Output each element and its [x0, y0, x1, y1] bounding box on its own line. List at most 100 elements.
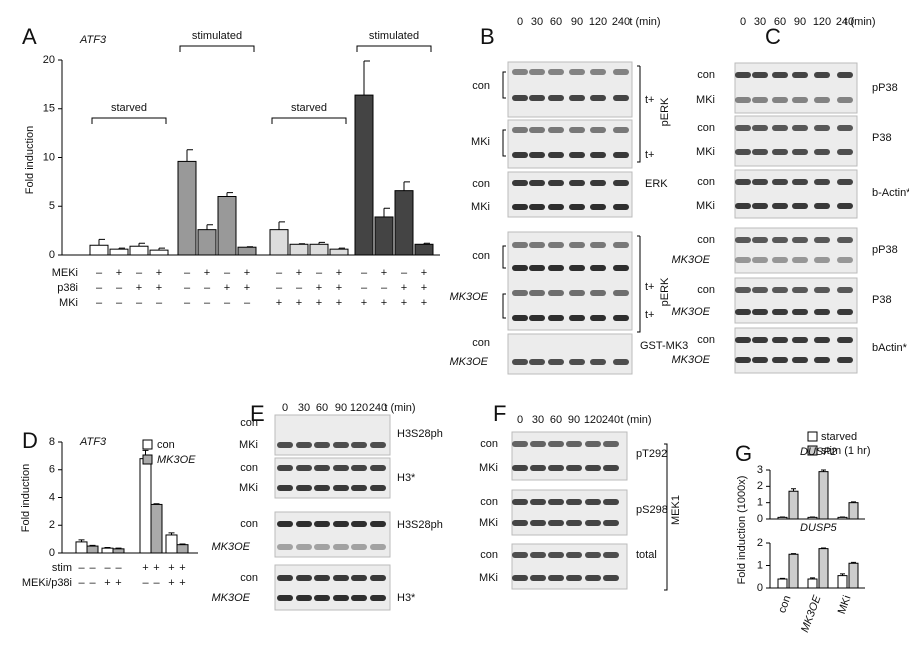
condition-sign: +	[336, 282, 342, 294]
time-label: 0	[282, 402, 288, 414]
blot-band	[548, 359, 564, 365]
legend-swatch	[142, 454, 153, 465]
blot-band	[792, 125, 808, 131]
row-label: MKi	[471, 201, 490, 213]
blot-band	[548, 441, 564, 447]
antibody-label: H3*	[397, 472, 416, 484]
blot-band	[814, 72, 830, 78]
row-label: MKi	[239, 439, 258, 451]
blot-strip	[734, 62, 858, 114]
error-bar	[168, 532, 175, 535]
error-bar	[104, 546, 111, 549]
blot-band	[566, 552, 582, 558]
bar	[197, 229, 217, 256]
bar	[237, 246, 257, 256]
blot-band	[277, 465, 293, 471]
y-tick-label: 0	[757, 582, 763, 594]
y-tick-label: 0	[49, 547, 55, 559]
blot-band	[752, 237, 768, 243]
bar	[837, 575, 848, 589]
row-label: MKi	[471, 136, 490, 148]
blot-band	[752, 257, 768, 263]
blot-band	[569, 204, 585, 210]
condition-sign: +	[401, 297, 407, 309]
blot-band	[569, 315, 585, 321]
blot-band	[569, 242, 585, 248]
blot-band	[814, 257, 830, 263]
y-tick-label: 6	[49, 464, 55, 476]
condition-sign: –	[316, 267, 323, 279]
blot-band	[837, 179, 853, 185]
side-label: MEK1	[670, 495, 682, 525]
blot-band	[590, 359, 606, 365]
condition-sign: –	[184, 297, 191, 309]
condition-sign: +	[316, 282, 322, 294]
blot-band	[314, 485, 330, 491]
blot-strip	[511, 431, 628, 481]
time-label: 240	[602, 414, 620, 426]
time-label: 60	[774, 16, 786, 28]
time-label: 30	[754, 16, 766, 28]
error-bar	[791, 488, 796, 492]
condition-sign: –	[184, 267, 191, 279]
blot-band	[351, 442, 367, 448]
condition-sign: –	[153, 577, 160, 589]
blot-band	[529, 127, 545, 133]
condition-sign: –	[276, 267, 283, 279]
blot-band	[512, 290, 528, 296]
blot-band	[792, 179, 808, 185]
condition-sign: –	[142, 577, 149, 589]
blot-band	[772, 257, 788, 263]
blot-band	[512, 520, 528, 526]
blot-band	[569, 359, 585, 365]
blot-strip	[734, 227, 858, 274]
antibody-label: H3S28ph	[397, 428, 443, 440]
bracket	[664, 443, 668, 591]
blot-band	[277, 442, 293, 448]
blot-band	[792, 257, 808, 263]
x-tick-label: con	[776, 594, 793, 615]
blot-band	[837, 125, 853, 131]
condition-sign: +	[168, 562, 174, 574]
blot-band	[370, 485, 386, 491]
row-label: MKi	[479, 517, 498, 529]
blot-band	[530, 499, 546, 505]
time-label: 30	[531, 16, 543, 28]
blot-band	[752, 287, 768, 293]
blot-band	[772, 337, 788, 343]
blot-band	[814, 287, 830, 293]
legend-swatch	[142, 439, 153, 450]
bar	[149, 249, 169, 256]
blot-band	[529, 265, 545, 271]
error-bar	[78, 539, 85, 542]
error-bar	[278, 221, 285, 230]
blot-band	[613, 242, 629, 248]
condition-sign: +	[244, 267, 250, 279]
condition-sign: –	[224, 297, 231, 309]
row-label: con	[240, 462, 258, 474]
error-bar	[98, 238, 105, 246]
condition-sign: –	[89, 577, 96, 589]
error-bar	[118, 247, 125, 250]
blot-band	[792, 72, 808, 78]
blot-band	[792, 237, 808, 243]
blot-band	[752, 357, 768, 363]
condition-sign: –	[116, 297, 123, 309]
blot-band	[333, 595, 349, 601]
error-bar	[138, 242, 145, 247]
y-tick-label: 3	[757, 464, 763, 476]
condition-sign: +	[168, 577, 174, 589]
blot-band	[370, 465, 386, 471]
condition-sign: –	[96, 297, 103, 309]
error-bar	[158, 247, 165, 251]
blot-band	[814, 337, 830, 343]
row-label: con	[697, 284, 715, 296]
row-label: MK3OE	[449, 291, 488, 303]
blot-band	[569, 180, 585, 186]
bar	[309, 243, 329, 256]
condition-sign: +	[204, 267, 210, 279]
antibody-label: total	[636, 549, 657, 561]
blot-band	[566, 499, 582, 505]
blot-band	[814, 179, 830, 185]
blot-band	[752, 179, 768, 185]
